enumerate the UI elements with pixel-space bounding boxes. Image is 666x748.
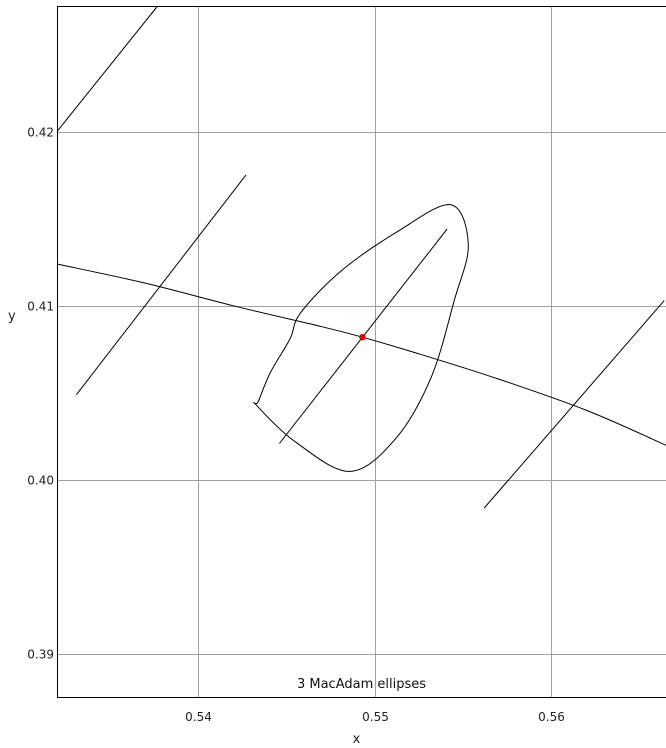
gridlines [57, 6, 666, 698]
tick-labels: 0.54 0.55 0.56 0.39 0.40 0.41 0.42 [27, 126, 565, 725]
chromaticity-point [359, 333, 366, 341]
isotemperature-line-3 [483, 300, 665, 509]
y-tick-label-2: 0.41 [27, 300, 54, 314]
y-tick-label-1: 0.40 [27, 474, 54, 488]
macadam-ellipse [253, 204, 469, 472]
x-tick-label-1: 0.55 [362, 710, 389, 724]
data-points [359, 333, 366, 341]
y-tick-label-0: 0.39 [27, 648, 54, 662]
y-axis-label: y [8, 309, 16, 324]
curves [56, 5, 666, 509]
x-axis-label: x [353, 732, 361, 747]
isotemperature-line-1 [76, 174, 247, 396]
plot-frame [57, 6, 666, 698]
y-tick-label-3: 0.42 [27, 126, 54, 140]
isotemperature-line-0 [56, 5, 158, 132]
plot-area [57, 6, 666, 698]
chart-annotation: 3 MacAdam ellipses [297, 677, 426, 692]
x-tick-label-2: 0.56 [538, 710, 565, 724]
x-tick-label-0: 0.54 [185, 710, 212, 724]
